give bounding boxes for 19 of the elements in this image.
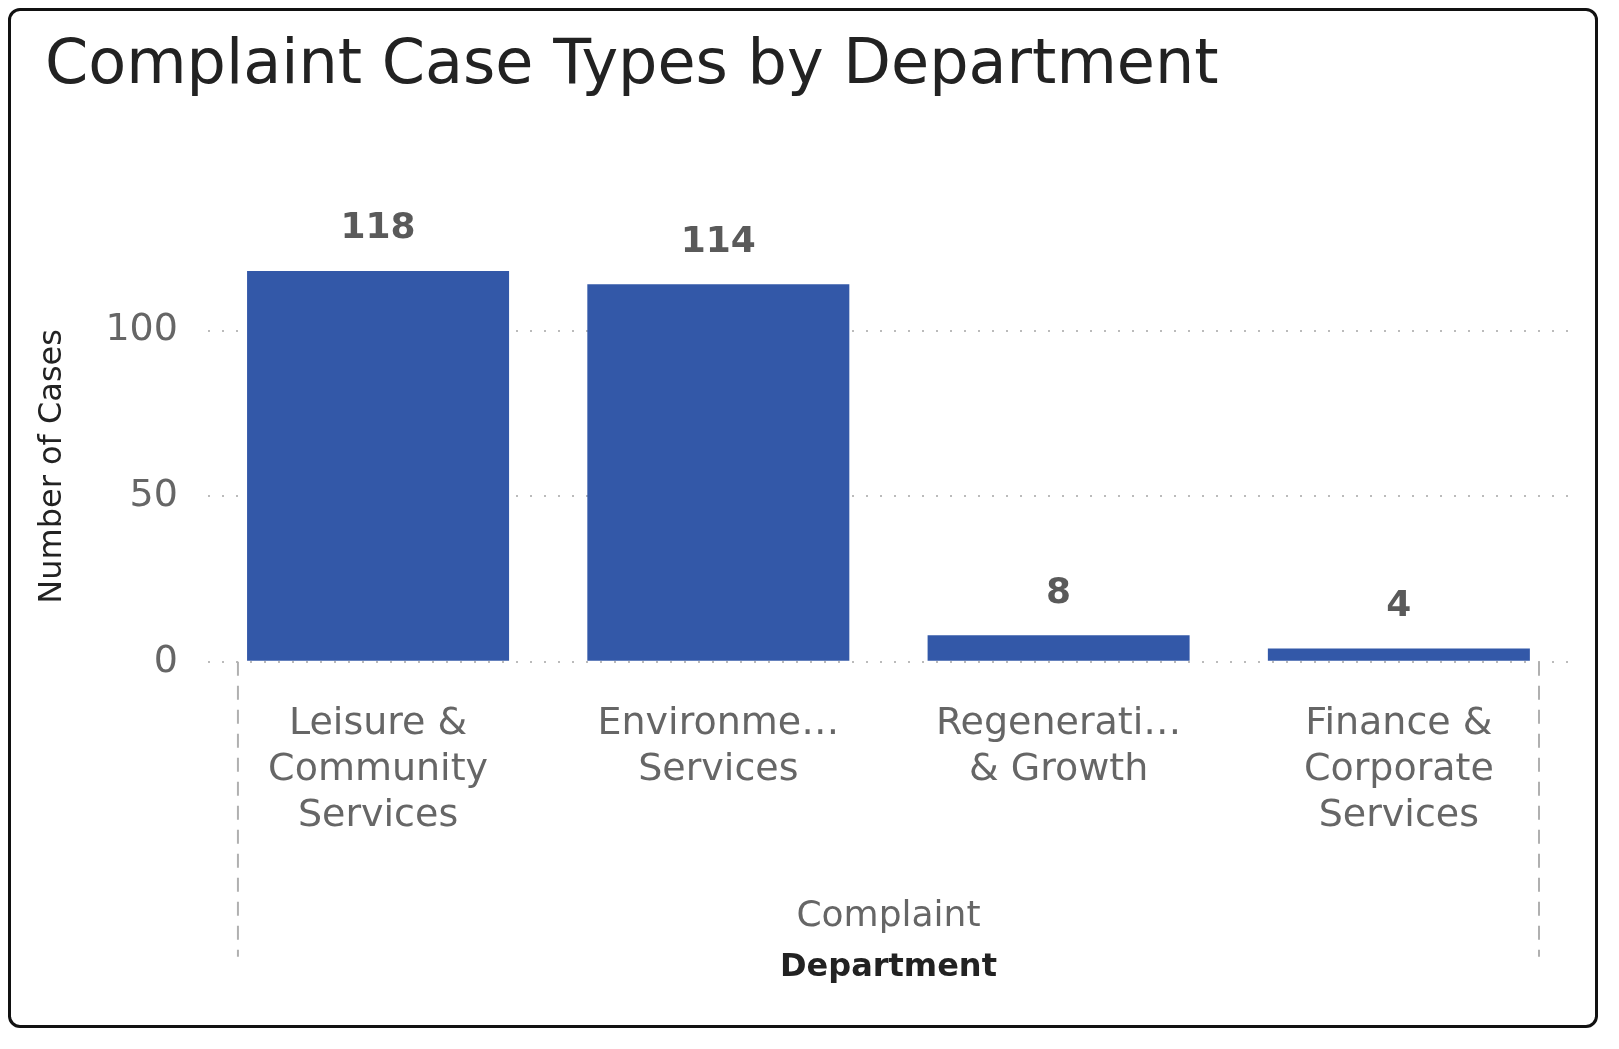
x-axis-title: Department (779, 946, 997, 985)
data-label: 118 (340, 205, 416, 247)
y-tick-label: 50 (129, 471, 178, 516)
bar (247, 271, 510, 661)
bar (927, 635, 1190, 661)
data-label: 4 (1386, 582, 1412, 624)
x-tick-label: Regenerati… & Growth (935, 699, 1182, 790)
y-tick-label: 0 (153, 636, 178, 681)
bar (1267, 648, 1530, 661)
text: Complaint (796, 893, 981, 935)
y-axis-title: Number of Cases (30, 329, 69, 604)
chart-title: Complaint Case Types by Department (45, 25, 1219, 98)
bar (587, 284, 850, 661)
data-label: 114 (680, 218, 756, 260)
data-label: 8 (1046, 569, 1072, 611)
y-tick-label: 100 (105, 305, 178, 350)
x-tick-label: Environme… Services (597, 699, 840, 790)
x-tick-label: Leisure & Community Services (268, 699, 489, 835)
x-tick-label: Finance & Corporate Services (1303, 699, 1494, 835)
